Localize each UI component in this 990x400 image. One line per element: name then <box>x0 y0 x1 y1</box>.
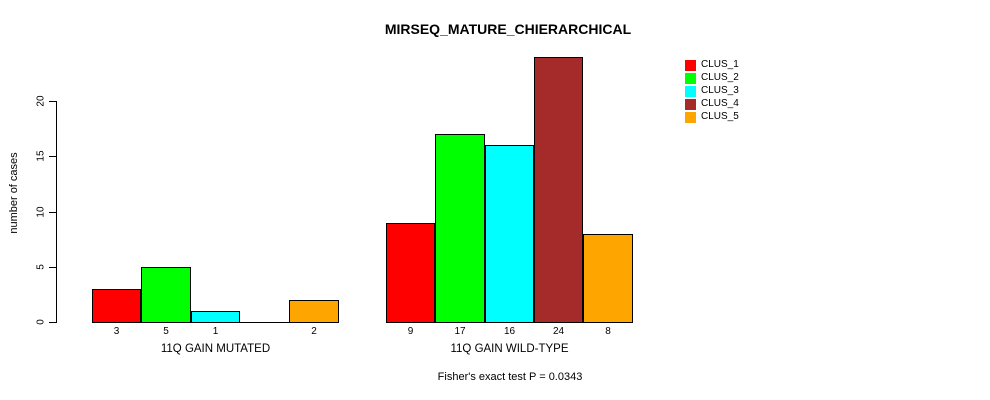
bar-CLUS_4-group2 <box>534 57 583 323</box>
y-tick-mark <box>49 101 56 102</box>
bar-CLUS_2-group2 <box>435 134 485 323</box>
group-baseline <box>386 322 633 323</box>
y-tick-mark <box>49 267 56 268</box>
bar-value-label: 16 <box>503 326 516 337</box>
footnote-fisher-test: Fisher's exact test P = 0.0343 <box>437 371 583 383</box>
legend-swatch-CLUS_5 <box>685 112 696 123</box>
bar-CLUS_3-group2 <box>485 145 534 323</box>
bar-value-label: 9 <box>407 326 414 337</box>
chart-title: MIRSEQ_MATURE_CHIERARCHICAL <box>384 21 632 37</box>
y-axis-label: number of cases <box>8 152 20 234</box>
bar-CLUS_5-group1 <box>289 300 339 323</box>
bar-value-label: 3 <box>113 326 120 337</box>
bar-value-label: 2 <box>311 326 317 337</box>
bar-CLUS_2-group1 <box>141 267 191 323</box>
bar-value-label: 24 <box>552 326 565 337</box>
bar-value-label: 5 <box>163 326 169 337</box>
bar-value-label: 17 <box>454 326 466 337</box>
bar-CLUS_5-group2 <box>583 234 633 323</box>
legend-swatch-CLUS_2 <box>685 73 696 84</box>
bar-CLUS_1-group1 <box>92 289 141 323</box>
y-tick-mark <box>49 322 56 323</box>
legend-swatch-CLUS_1 <box>685 60 696 71</box>
y-tick-mark <box>49 212 56 213</box>
legend-swatch-CLUS_4 <box>685 99 696 110</box>
y-tick-mark <box>49 156 56 157</box>
bar-value-label: 8 <box>605 326 611 337</box>
legend-swatch-CLUS_3 <box>685 86 696 97</box>
bar-value-label: 1 <box>212 326 219 337</box>
legend-label: CLUS_4 <box>701 98 739 109</box>
y-tick-label: 5 <box>35 264 47 270</box>
bar-CLUS_1-group2 <box>386 223 435 323</box>
y-tick-label: 0 <box>35 319 47 325</box>
y-tick-label: 10 <box>35 206 47 218</box>
legend-label: CLUS_2 <box>701 72 739 83</box>
group-label: 11Q GAIN WILD-TYPE <box>450 343 569 355</box>
legend-label: CLUS_3 <box>701 85 739 96</box>
group-label: 11Q GAIN MUTATED <box>160 343 271 355</box>
y-tick-label: 15 <box>35 150 47 162</box>
legend-label: CLUS_5 <box>701 111 739 122</box>
y-tick-label: 20 <box>35 95 47 107</box>
y-axis-line <box>56 101 57 323</box>
legend-label: CLUS_1 <box>701 59 739 70</box>
group-baseline <box>92 322 339 323</box>
